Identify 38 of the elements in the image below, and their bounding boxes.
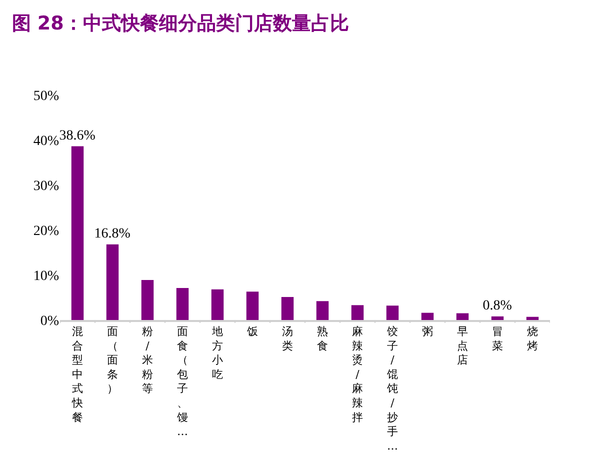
- bar: [386, 306, 399, 320]
- x-tick-label: 早点店: [457, 324, 468, 367]
- bar: [526, 316, 539, 320]
- x-tick-label: 混合型中式快餐: [71, 324, 83, 424]
- x-tick-label: 面食（包子、馒…: [176, 324, 188, 438]
- category-label: 饺子/馄饨/抄手…: [387, 324, 398, 452]
- y-tick-label: 50%: [33, 88, 60, 104]
- bar: [421, 312, 434, 320]
- x-tick-label: 地方小吃: [211, 324, 223, 381]
- y-tick-label: 40%: [33, 134, 60, 149]
- data-label: 38.6%: [59, 128, 96, 144]
- y-tick-label: 10%: [33, 268, 60, 284]
- x-tick-label: 冒菜: [492, 324, 503, 352]
- bar: [316, 301, 329, 320]
- bar: [211, 289, 224, 320]
- y-tick-label: 0%: [40, 314, 60, 329]
- x-tick-label: 粉/米粉等: [142, 324, 153, 396]
- bar: [281, 297, 294, 320]
- bar: [176, 288, 189, 320]
- x-tick-label: 粥: [422, 324, 433, 338]
- data-label: 0.8%: [482, 298, 512, 314]
- y-tick-label: 20%: [33, 224, 60, 239]
- bar: [141, 280, 154, 320]
- data-label: 16.8%: [94, 226, 131, 242]
- chart-title: 图 28：中式快餐细分品类门店数量占比: [12, 12, 349, 35]
- x-tick-label: 烧烤: [527, 324, 538, 352]
- bar: [351, 305, 364, 320]
- bar: [71, 146, 84, 320]
- bar: [491, 316, 504, 320]
- bar: [246, 292, 259, 320]
- y-tick-label: 30%: [33, 178, 60, 194]
- x-tick-label: 熟食: [317, 324, 328, 352]
- x-tick-label: 面（面条）: [107, 324, 118, 396]
- x-tick-label: 麻辣烫/麻辣拌: [352, 324, 363, 424]
- bar: [456, 313, 469, 320]
- x-tick-label: 汤类: [282, 324, 293, 352]
- x-tick-label: 饭: [246, 324, 258, 338]
- bar: [106, 244, 119, 320]
